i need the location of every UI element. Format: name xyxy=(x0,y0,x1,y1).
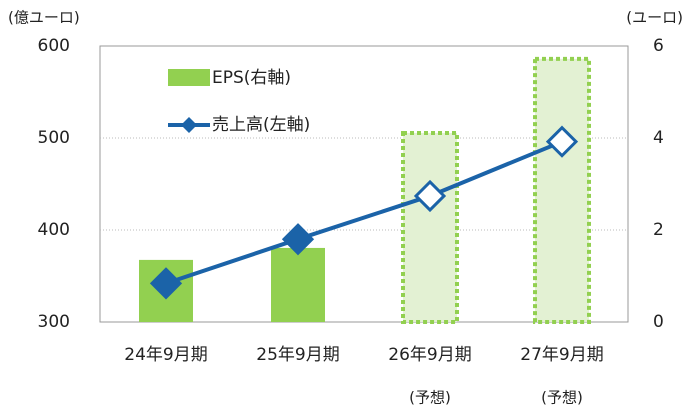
y2-tick-label: 0 xyxy=(653,312,664,332)
legend-label: 売上高(左軸) xyxy=(212,115,310,135)
y-tick-label: 300 xyxy=(38,312,70,332)
y2-tick-label: 6 xyxy=(653,36,664,56)
marker xyxy=(281,223,315,256)
marker xyxy=(149,267,183,300)
legend-label: EPS(右軸) xyxy=(212,68,291,88)
x-tick-label: 24年9月期 xyxy=(124,345,207,365)
y-tick-label: 500 xyxy=(38,128,70,148)
x-tick-note: (予想) xyxy=(541,389,583,407)
bar xyxy=(271,247,325,322)
legend-swatch xyxy=(181,117,197,133)
y2-tick-label: 4 xyxy=(653,128,664,148)
legend-swatch xyxy=(168,69,210,86)
x-tick-label: 25年9月期 xyxy=(256,345,339,365)
y-tick-label: 600 xyxy=(38,36,70,56)
marker xyxy=(545,125,579,158)
x-tick-label: 27年9月期 xyxy=(520,345,603,365)
line xyxy=(165,139,563,286)
y2-tick-label: 2 xyxy=(653,220,664,240)
bar xyxy=(401,130,459,324)
y2-axis-label: (ユーロ) xyxy=(626,9,683,27)
plot-area xyxy=(99,45,629,323)
y-tick-label: 400 xyxy=(38,220,70,240)
y-axis-label: (億ユーロ) xyxy=(8,9,80,27)
marker xyxy=(413,179,447,213)
bar xyxy=(533,56,591,324)
x-tick-note: (予想) xyxy=(409,389,451,407)
x-tick-label: 26年9月期 xyxy=(388,345,471,365)
